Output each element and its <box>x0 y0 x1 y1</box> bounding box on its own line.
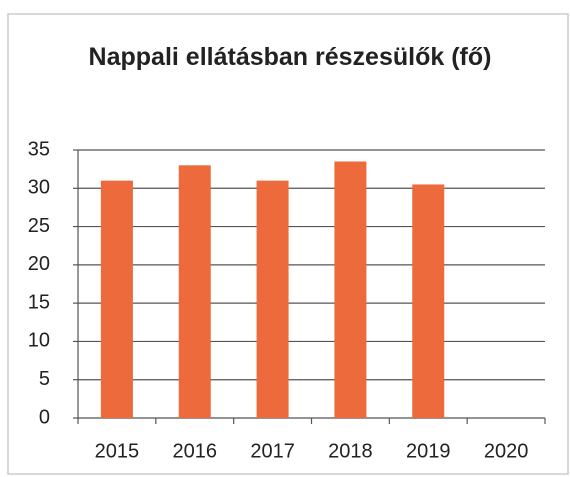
bar <box>412 184 445 418</box>
bar <box>100 180 133 418</box>
x-tick-label: 2020 <box>484 440 529 462</box>
y-tick-label: 0 <box>39 406 50 428</box>
x-tick-label: 2017 <box>250 440 295 462</box>
x-tick-label: 2016 <box>173 440 218 462</box>
y-tick-label: 15 <box>28 291 50 313</box>
y-tick-label: 35 <box>28 138 50 160</box>
bar <box>256 180 289 418</box>
chart-frame <box>7 13 569 475</box>
y-tick-label: 30 <box>28 177 50 199</box>
x-tick-label: 2015 <box>95 440 140 462</box>
bar <box>178 165 211 418</box>
chart-title: Nappali ellátásban részesülők (fő) <box>88 43 492 71</box>
y-tick-label: 20 <box>28 253 50 275</box>
bar <box>334 161 367 418</box>
x-tick-label: 2019 <box>406 440 451 462</box>
y-tick-label: 10 <box>28 330 50 352</box>
x-tick-label: 2018 <box>328 440 373 462</box>
y-tick-label: 5 <box>39 368 50 390</box>
y-tick-label: 25 <box>28 215 50 237</box>
